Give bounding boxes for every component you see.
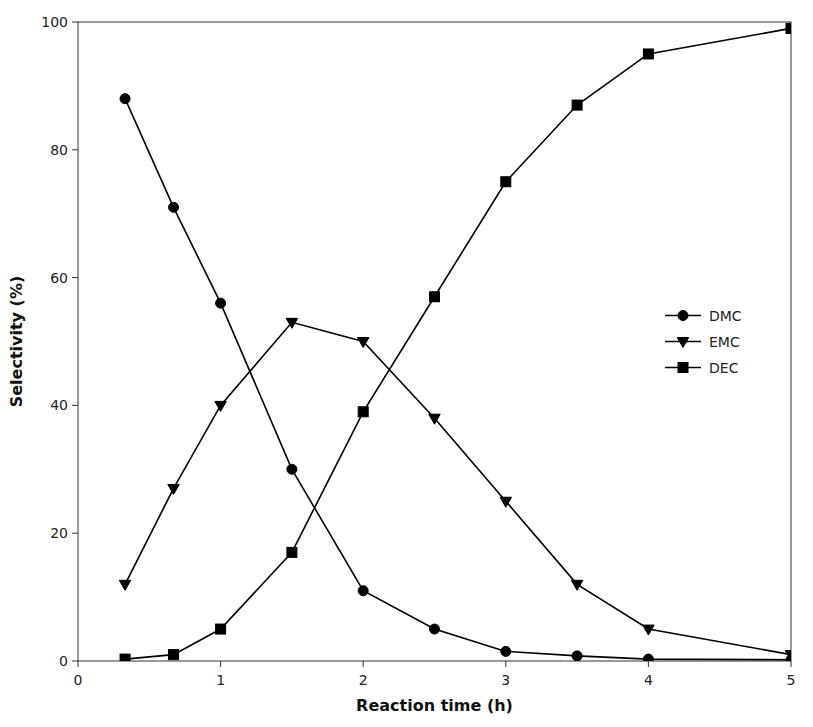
x-tick <box>78 661 79 667</box>
legend-marker <box>678 311 688 321</box>
y-tick-label: 80 <box>50 142 68 158</box>
legend-label: EMC <box>709 334 740 350</box>
series <box>120 23 791 661</box>
y-tick-label: 100 <box>41 14 68 30</box>
data-area <box>119 23 791 661</box>
series <box>120 94 791 661</box>
series-line <box>125 99 791 660</box>
data-point <box>169 650 179 660</box>
axes: 0 1 2 3 4 5 0 20 40 60 80 100 <box>41 14 795 688</box>
background <box>0 0 813 727</box>
y-tick <box>72 149 78 150</box>
data-point <box>286 318 298 328</box>
data-point <box>216 624 226 634</box>
data-point <box>215 401 227 411</box>
x-tick-label: 4 <box>644 672 653 688</box>
x-tick-label: 5 <box>787 672 796 688</box>
x-tick <box>505 661 506 667</box>
y-tick-label: 40 <box>50 397 68 413</box>
series-line <box>125 322 791 654</box>
data-point <box>430 624 440 634</box>
data-point <box>643 625 655 635</box>
data-point <box>119 580 131 590</box>
data-point <box>429 414 441 424</box>
data-point <box>120 94 130 104</box>
legend-marker <box>677 338 689 348</box>
chart: 0 1 2 3 4 5 0 20 40 60 80 100 Reaction time (h) Selec… <box>0 0 813 727</box>
legend-label: DEC <box>709 360 739 376</box>
data-point <box>643 49 653 59</box>
series <box>119 318 791 660</box>
data-point <box>643 654 653 661</box>
y-tick <box>72 533 78 534</box>
y-tick <box>72 277 78 278</box>
data-point <box>786 23 791 33</box>
data-point <box>357 338 369 348</box>
data-point <box>287 547 297 557</box>
data-point <box>501 177 511 187</box>
data-point <box>500 497 512 507</box>
legend: DMC EMC DEC <box>665 308 742 376</box>
data-point <box>785 651 791 661</box>
data-point <box>501 646 511 656</box>
data-point <box>572 651 582 661</box>
data-point <box>571 580 583 590</box>
x-tick-label: 3 <box>501 672 510 688</box>
y-tick-label: 20 <box>50 525 68 541</box>
y-tick-label: 0 <box>59 653 68 669</box>
y-tick-label: 60 <box>50 270 68 286</box>
data-point <box>287 464 297 474</box>
data-point <box>120 654 130 661</box>
y-tick <box>72 22 78 23</box>
y-tick <box>72 405 78 406</box>
data-point <box>169 202 179 212</box>
x-tick <box>648 661 649 667</box>
y-axis-label: Selectivity (%) <box>7 276 26 408</box>
x-axis-label: Reaction time (h) <box>356 696 513 715</box>
x-tick-label: 1 <box>216 672 225 688</box>
data-point <box>216 298 226 308</box>
x-tick-label: 0 <box>74 672 83 688</box>
x-tick <box>363 661 364 667</box>
data-point <box>358 407 368 417</box>
legend-marker <box>678 363 688 373</box>
x-tick <box>220 661 221 667</box>
data-point <box>358 586 368 596</box>
legend-label: DMC <box>709 308 742 324</box>
series-line <box>125 28 791 659</box>
data-point <box>430 292 440 302</box>
plot-frame <box>78 22 791 661</box>
x-tick-label: 2 <box>359 672 368 688</box>
y-tick <box>72 661 78 662</box>
x-tick <box>791 661 792 667</box>
data-point <box>572 100 582 110</box>
data-point <box>168 484 180 494</box>
